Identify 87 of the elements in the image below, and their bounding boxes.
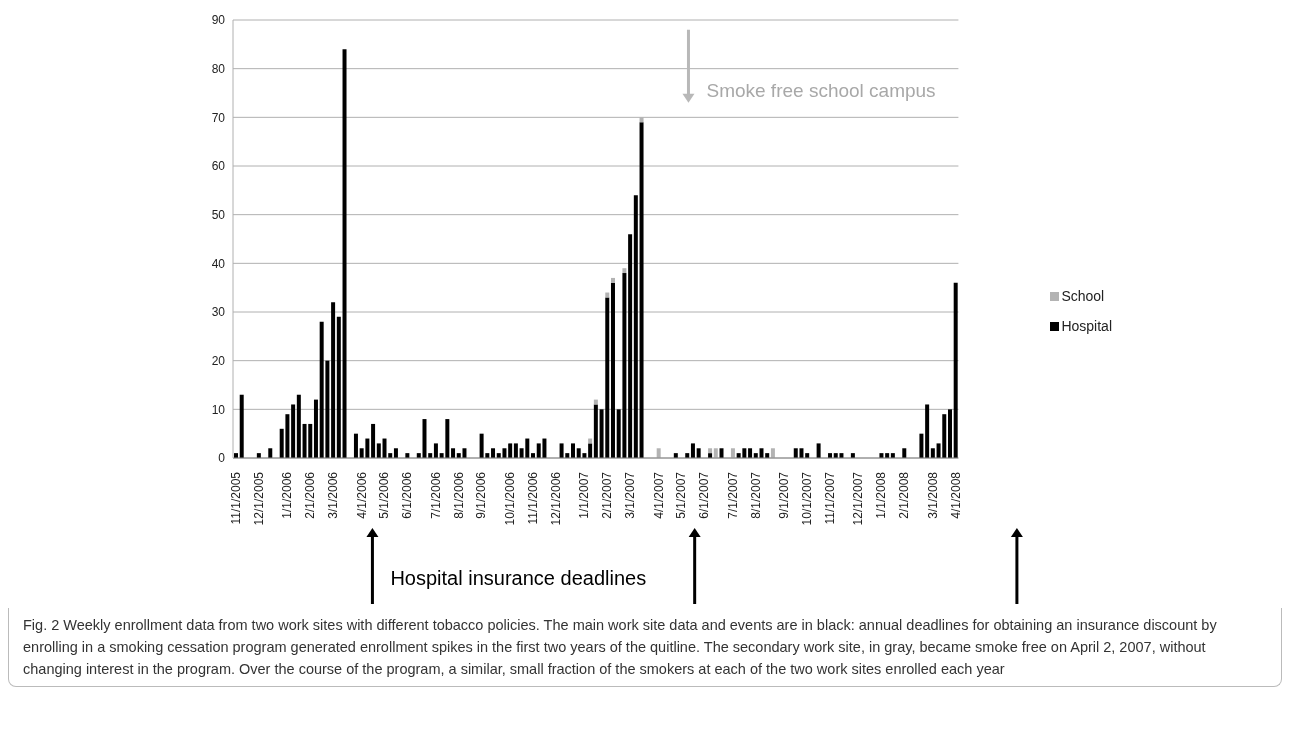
bar [353,433,358,458]
x-tick-label: 2/1/2007 [600,471,615,519]
y-tick-label: 40 [211,256,226,271]
bar [342,49,347,458]
x-tick-label: 4/1/2006 [354,471,369,519]
bar [708,448,713,454]
x-tick-label: 5/1/2006 [377,471,392,519]
bar [371,423,376,458]
annotation: Smoke free school campus [706,80,936,102]
y-tick-label: 90 [211,13,226,28]
bar [336,316,341,458]
bar [508,443,513,458]
x-tick-label: 1/1/2006 [280,471,295,519]
x-tick-label: 6/1/2007 [697,471,712,519]
bar [925,404,930,458]
bar [930,448,935,458]
x-tick-label: 9/1/2007 [777,471,792,519]
bar [656,448,661,458]
y-tick-label: 10 [211,402,226,417]
bar [433,443,438,458]
x-tick-label: 7/1/2007 [725,471,740,519]
bar [748,448,753,458]
y-tick-label: 60 [211,159,226,174]
x-tick-label: 6/1/2006 [400,471,415,519]
bar [919,433,924,458]
bar [610,277,615,283]
x-tick-label: 11/1/2007 [822,471,837,525]
x-tick-label: 1/1/2008 [874,471,889,519]
bar [296,394,301,458]
x-tick-label: 2/1/2006 [303,471,318,519]
bar [313,399,318,458]
bar [816,443,821,458]
x-tick-label: 10/1/2007 [800,471,815,526]
bar [696,448,701,458]
bar [593,404,598,458]
legend-label: School [1061,288,1105,304]
x-tick-label: 8/1/2007 [748,471,763,519]
y-tick-label: 20 [211,353,226,368]
y-tick-label: 0 [218,451,226,466]
x-tick-label: 8/1/2006 [451,471,466,519]
bar [770,448,775,458]
bar [713,448,718,458]
x-tick-label: 4/1/2007 [651,471,666,519]
bar [639,122,644,458]
x-tick-label: 12/1/2006 [548,471,563,526]
bar [628,234,633,458]
x-tick-label: 11/1/2005 [228,471,243,525]
bar [376,443,381,458]
bar [730,448,735,458]
bar [610,282,615,458]
x-tick-label: 3/1/2008 [925,471,940,519]
bar [491,448,496,458]
y-tick-label: 70 [211,110,226,125]
bar [571,443,575,458]
bar [268,448,273,458]
x-tick-label: 9/1/2006 [474,471,489,519]
x-tick-label: 10/1/2006 [503,471,518,526]
bar [633,195,638,458]
x-tick-label: 7/1/2006 [428,471,443,519]
bar [902,448,907,458]
bar [588,443,593,458]
x-tick-label: 5/1/2007 [674,471,689,519]
bar [331,302,336,458]
bar [953,282,958,458]
text: Hospital insurance deadlines [390,567,647,589]
bar [513,443,518,458]
bar [239,394,244,458]
x-tick-label: 11/1/2006 [525,471,540,525]
bar [393,448,398,458]
x-tick-label: 12/1/2005 [251,471,266,526]
x-tick-label: 12/1/2007 [851,471,866,526]
x-tick-label: 1/1/2007 [577,471,592,519]
bar [622,268,627,274]
x-tick-label: 2/1/2008 [897,471,912,519]
bar [291,404,296,458]
bar [690,443,695,458]
bar [451,448,456,458]
caption: Fig. 2 Weekly enrollment data from two work sites with different tobacco policies. The main work site data and events are in black: annual deadlines for obtaining an insurance discount by enrolling in a smoking cessation program generated enrollment spikes in the first two years of the quitline. The secondary work site, in gray, became smoke free on April 2, 2007, without changing interest in the program. Over the course of the program, a similar, small fraction of the smokers at each of the two work sites enrolled each year [8,608,1282,687]
x-tick-label: 4/1/2008 [948,471,963,519]
y-tick-label: 50 [211,207,226,222]
bar [947,409,952,458]
legend-label: Hospital [1061,318,1112,334]
y-tick-label: 30 [211,305,226,320]
bar [719,448,724,458]
y-tick-label: 80 [211,61,226,76]
x-tick-label: 3/1/2007 [622,471,637,519]
x-tick-label: 3/1/2006 [325,471,340,519]
